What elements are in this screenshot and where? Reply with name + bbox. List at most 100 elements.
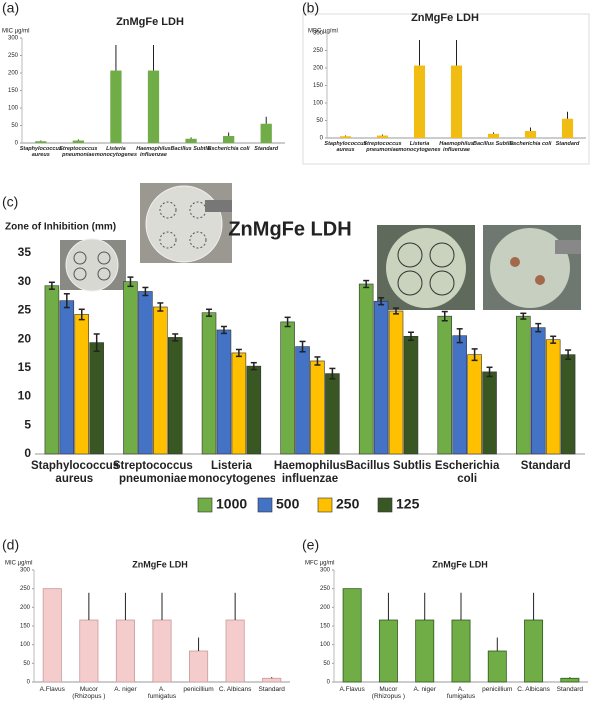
y-axis-label: MIC µg/ml xyxy=(2,29,29,35)
y-axis-label: MBC µg/ml xyxy=(308,29,338,35)
bar xyxy=(342,588,362,683)
x-tick-label-box: Bacillus Subtlis xyxy=(170,146,212,152)
x-tick-label-box: Standard xyxy=(254,146,279,152)
y-axis-label: MFC µg/ml xyxy=(305,561,334,567)
y-tick-label: 200 xyxy=(8,71,19,77)
bar xyxy=(79,619,99,683)
y-tick-label: 15 xyxy=(18,360,32,374)
x-tick-label: Haemophilus influenzae xyxy=(439,141,474,154)
x-tick-label: Staphylococcus aureus xyxy=(31,460,118,485)
y-tick-label: 250 xyxy=(20,586,31,592)
bar xyxy=(223,136,235,143)
bar xyxy=(358,283,374,455)
bar xyxy=(373,300,389,455)
y-axis-label: Zone of Inhibition (mm) xyxy=(5,222,116,233)
x-tick-label-box: Listeria monocytogenes xyxy=(188,460,275,485)
x-tick-label: Streptococcus pneumoniae xyxy=(59,146,98,159)
chart-title: ZnMgFe LDH xyxy=(116,16,184,28)
y-tick-label: 0 xyxy=(24,446,31,460)
bar xyxy=(413,65,426,138)
bar xyxy=(185,138,197,143)
y-tick-label: 20 xyxy=(18,331,32,345)
panel-label: (a) xyxy=(2,0,19,16)
y-tick-label: 0 xyxy=(320,136,324,142)
legend-swatch xyxy=(377,497,393,513)
bar xyxy=(246,365,262,455)
x-tick-label-box: Listeria monocytogenes xyxy=(95,146,137,158)
x-tick-label-box: Haemophilus influenzae xyxy=(274,460,346,485)
x-tick-label-box: C. Albicans xyxy=(219,686,252,693)
bar xyxy=(260,123,272,143)
bar xyxy=(482,371,497,455)
x-tick-label-box: Escherichia coli xyxy=(207,146,250,152)
x-tick-label-box: Staphylococcus aureus xyxy=(20,146,62,158)
x-tick-label-box: Standard xyxy=(259,686,285,693)
y-tick-label: 50 xyxy=(316,118,323,124)
bar xyxy=(487,650,507,683)
legend-swatch xyxy=(197,497,213,513)
x-tick-label-box: Streptococcus pneumoniae xyxy=(59,146,98,159)
x-tick-label-box: A. fumigatus xyxy=(148,686,176,700)
x-tick-label: Bacillus Subtlis xyxy=(473,141,514,147)
bar xyxy=(115,619,135,683)
y-tick-label: 300 xyxy=(313,31,324,37)
x-tick-label: penicillium xyxy=(183,686,214,693)
bar xyxy=(452,335,467,455)
bar xyxy=(72,140,84,143)
x-tick-label: Escherichia coli xyxy=(207,146,250,152)
y-tick-label: 50 xyxy=(11,123,18,129)
legend-label: 500 xyxy=(276,496,300,512)
bar xyxy=(487,133,500,138)
x-tick-label-box: A. niger xyxy=(413,686,436,693)
bar xyxy=(530,327,546,455)
x-tick-label-box: Escherichia coli xyxy=(435,460,500,485)
x-tick-label-box: A. niger xyxy=(114,686,137,693)
bar xyxy=(74,314,90,455)
x-tick-label: Mucor (Rhizopus ) xyxy=(371,686,406,701)
y-tick-label: 35 xyxy=(18,245,32,259)
x-tick-label-box: A.Flavus xyxy=(40,686,65,693)
bar xyxy=(451,619,471,683)
bar xyxy=(42,588,62,683)
x-tick-label-box: Standard xyxy=(520,460,571,472)
x-tick-label: Listeria monocytogenes xyxy=(398,141,441,154)
y-tick-label: 50 xyxy=(23,661,30,667)
bar xyxy=(450,65,463,138)
legend-label: 1000 xyxy=(216,496,247,512)
bar xyxy=(295,346,310,455)
x-tick-label: Bacillus Subtlis xyxy=(170,146,212,152)
photo xyxy=(140,183,232,263)
y-tick-label: 5 xyxy=(24,417,31,431)
bar xyxy=(378,619,398,683)
x-tick-label: Standard xyxy=(254,146,279,152)
bar xyxy=(138,291,153,455)
bar xyxy=(189,650,209,683)
bar xyxy=(545,339,561,455)
bar xyxy=(110,70,122,143)
y-tick-label: 0 xyxy=(27,680,31,686)
y-tick-label: 30 xyxy=(18,274,32,288)
x-tick-label: Streptococcus pneumoniae xyxy=(112,460,193,485)
bar xyxy=(280,321,295,455)
x-tick-label: A. niger xyxy=(413,686,436,693)
panel-label: (b) xyxy=(302,0,319,16)
y-tick-label: 200 xyxy=(313,66,324,72)
bar xyxy=(561,118,574,138)
x-tick-label-box: Standard xyxy=(557,686,583,693)
bar xyxy=(59,300,75,455)
bar xyxy=(388,310,404,455)
bar xyxy=(524,131,537,138)
bar xyxy=(339,136,352,138)
y-tick-label: 0 xyxy=(327,680,331,686)
bar xyxy=(376,135,389,138)
x-tick-label: Standard xyxy=(520,460,571,472)
x-tick-label: A.Flavus xyxy=(339,686,365,693)
x-tick-label: A. niger xyxy=(114,686,137,693)
chart-title: ZnMgFe LDH xyxy=(228,218,351,240)
x-tick-label-box: Bacillus Subtlis xyxy=(473,141,514,147)
y-tick-label: 250 xyxy=(320,586,331,592)
x-tick-label: Listeria monocytogenes xyxy=(188,460,275,485)
x-tick-label-box: Standard xyxy=(556,141,580,147)
x-tick-label: Escherichia coli xyxy=(509,141,552,147)
